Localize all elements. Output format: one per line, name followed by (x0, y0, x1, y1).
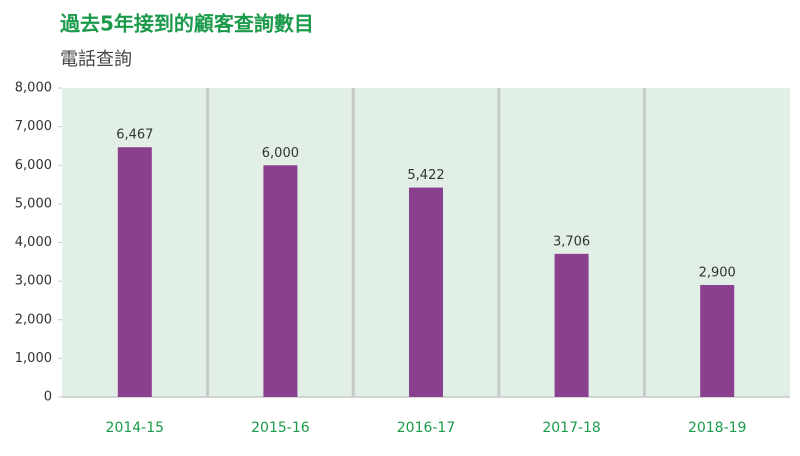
bar (263, 165, 298, 397)
y-tick-label: 3,000 (15, 274, 52, 289)
bar (554, 253, 589, 397)
x-tick-label: 2014-15 (106, 420, 165, 436)
y-tick-label: 2,000 (15, 312, 52, 327)
x-tick-label: 2017-18 (542, 420, 601, 436)
y-tick-label: 0 (44, 390, 52, 405)
chart-title: 過去5年接到的顧客查詢數目 (60, 12, 314, 36)
x-tick-label: 2015-16 (251, 420, 310, 436)
y-tick-label: 8,000 (15, 81, 52, 96)
y-tick-label: 7,000 (15, 119, 52, 134)
value-label: 2,900 (699, 265, 736, 280)
value-label: 5,422 (407, 168, 444, 183)
value-label: 3,706 (553, 234, 590, 249)
x-tick-label: 2016-17 (397, 420, 456, 436)
y-tick-label: 5,000 (15, 196, 52, 211)
bar (409, 187, 443, 397)
y-tick-label: 6,000 (15, 158, 52, 173)
x-tick-label: 2018-19 (688, 420, 747, 436)
bar (117, 147, 152, 397)
bar (700, 284, 735, 397)
chart-subtitle: 電話查詢 (60, 49, 132, 70)
y-tick-label: 1,000 (15, 351, 52, 366)
value-label: 6,467 (116, 128, 153, 143)
y-tick-label: 4,000 (15, 235, 52, 250)
separators (206, 88, 646, 397)
value-label: 6,000 (262, 146, 299, 161)
